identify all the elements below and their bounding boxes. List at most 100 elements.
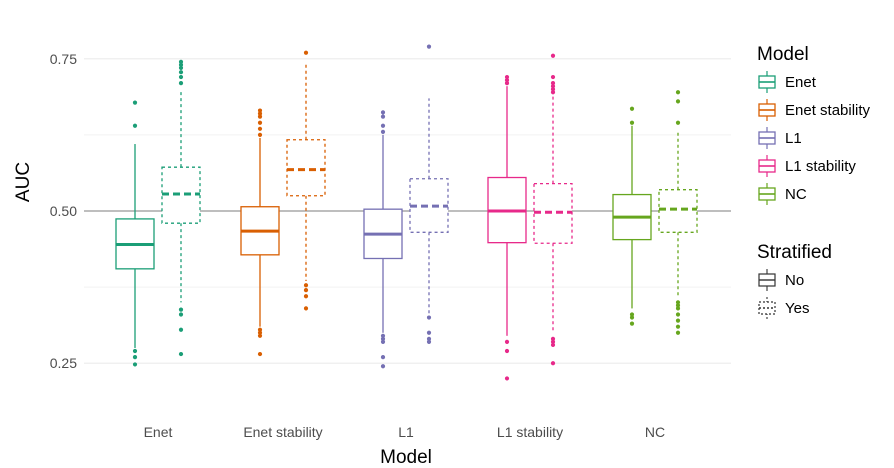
outlier-point	[132, 100, 138, 105]
outlier-point	[504, 339, 510, 344]
outlier-point	[504, 376, 510, 381]
outlier-point	[303, 294, 309, 299]
legend-model-label: Enet stability	[785, 102, 871, 119]
y-tick-label: 0.50	[50, 203, 77, 219]
outlier-point	[629, 120, 635, 125]
box-nc-yes	[658, 90, 698, 335]
outlier-point	[550, 336, 556, 341]
box-l1-stability-no	[487, 74, 527, 381]
box-l1-stability-yes	[533, 53, 573, 366]
outlier-point	[257, 120, 263, 125]
outlier-point	[426, 330, 432, 335]
legend-model-items: Enet Enet stability L1 L1 stability NC	[758, 71, 871, 205]
outlier-point	[257, 111, 263, 116]
boxplot-marks	[115, 44, 698, 381]
outlier-point	[550, 361, 556, 366]
legend-key-l1-stability	[758, 155, 776, 177]
outlier-point	[303, 283, 309, 288]
outlier-point	[675, 318, 681, 323]
outlier-point	[132, 362, 138, 367]
outlier-point	[675, 300, 681, 305]
box-l1-yes	[409, 44, 449, 344]
legend-model-label: L1 stability	[785, 158, 856, 175]
outlier-point	[257, 132, 263, 137]
outlier-point	[675, 303, 681, 308]
legend-key-enet	[758, 71, 776, 93]
legend-key-stratified-no	[758, 269, 776, 291]
outlier-point	[257, 327, 263, 332]
x-tick-label: NC	[645, 424, 665, 440]
outlier-point	[550, 90, 556, 95]
outlier-point	[504, 74, 510, 80]
outlier-point	[550, 84, 556, 89]
legend-stratified-title: Stratified	[757, 242, 832, 263]
outlier-point	[178, 327, 184, 332]
outlier-point	[257, 333, 263, 338]
outlier-point	[132, 348, 138, 354]
x-tick-label: L1 stability	[497, 424, 563, 440]
outlier-point	[380, 339, 386, 344]
legend-stratified-label: No	[785, 272, 804, 289]
legend-key-stratified-yes	[758, 297, 776, 319]
legend-model-title: Model	[757, 44, 809, 65]
legend-stratified-label: Yes	[785, 300, 809, 317]
outlier-point	[550, 53, 556, 58]
x-tick-label: Enet stability	[243, 424, 322, 440]
box-nc-no	[612, 106, 652, 326]
outlier-point	[257, 108, 263, 113]
outlier-point	[550, 81, 556, 86]
box-l1-no	[363, 110, 403, 369]
outlier-point	[380, 333, 386, 338]
outlier-point	[178, 307, 184, 312]
outlier-point	[629, 321, 635, 326]
x-tick-label: Enet	[144, 424, 173, 440]
outlier-point	[675, 90, 681, 95]
x-axis-title: Model	[380, 447, 432, 468]
legend: Model Enet Enet stability L1 L1 stability NC…	[757, 44, 871, 319]
outlier-point	[426, 336, 432, 341]
y-tick-label: 0.25	[50, 355, 77, 371]
outlier-point	[178, 312, 184, 317]
outlier-point	[380, 129, 386, 134]
outlier-point	[675, 312, 681, 317]
outlier-point	[257, 351, 263, 357]
outlier-point	[504, 81, 510, 86]
outlier-point	[380, 110, 386, 115]
legend-model-label: L1	[785, 130, 802, 147]
outlier-point	[178, 70, 184, 75]
outlier-point	[132, 123, 138, 128]
y-axis-title: AUC	[13, 162, 34, 202]
box-iqr	[658, 189, 698, 233]
outlier-point	[550, 87, 556, 92]
legend-stratified-items: No Yes	[758, 269, 809, 319]
outlier-point	[629, 312, 635, 317]
outlier-point	[257, 126, 263, 131]
outlier-point	[303, 288, 309, 293]
outlier-point	[504, 348, 510, 354]
outlier-point	[380, 336, 386, 341]
outlier-point	[675, 99, 681, 104]
outlier-point	[675, 120, 681, 125]
outlier-point	[426, 44, 432, 49]
outlier-point	[257, 114, 263, 119]
outlier-point	[675, 324, 681, 329]
legend-key-nc	[758, 183, 776, 205]
outlier-point	[550, 339, 556, 344]
x-axis: Enet Enet stability L1 L1 stability NC	[144, 424, 666, 440]
box-enet-stability-yes	[286, 50, 326, 311]
outlier-point	[380, 114, 386, 119]
legend-model-label: Enet	[785, 74, 817, 91]
outlier-point	[132, 355, 138, 360]
box-enet-yes	[161, 59, 201, 357]
box-enet-stability-no	[240, 108, 280, 357]
outlier-point	[178, 351, 184, 357]
box-iqr	[286, 139, 326, 197]
box-enet-no	[115, 100, 155, 367]
outlier-point	[675, 306, 681, 311]
outlier-point	[380, 355, 386, 360]
legend-key-enet-stability	[758, 99, 776, 121]
outlier-point	[629, 315, 635, 320]
outlier-point	[550, 342, 556, 348]
outlier-point	[178, 62, 184, 67]
